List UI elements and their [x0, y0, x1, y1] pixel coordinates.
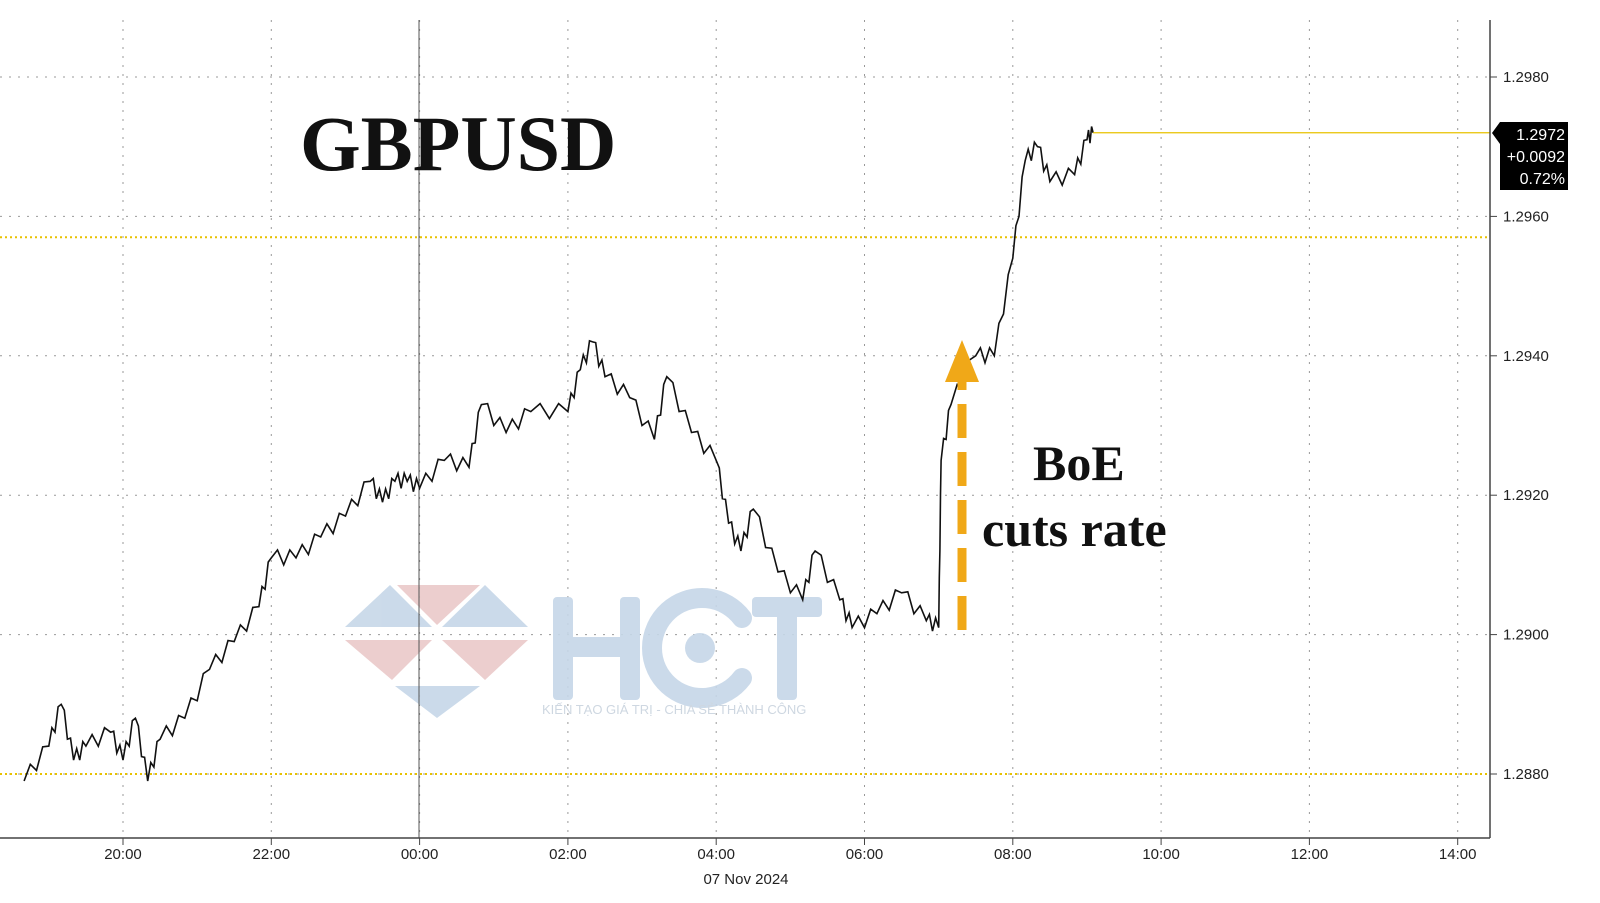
- y-tick-label: 1.2980: [1503, 69, 1549, 86]
- x-tick-label: 22:00: [253, 846, 291, 863]
- reference-lines: [0, 236, 1490, 775]
- grid: [0, 20, 1490, 838]
- last-price-value: 1.2972: [1516, 127, 1565, 144]
- price-series-line: [23, 126, 1094, 782]
- x-tick-label: 08:00: [994, 846, 1032, 863]
- x-tick-label: 02:00: [549, 846, 587, 863]
- x-tick-label: 10:00: [1142, 846, 1180, 863]
- y-tick-label: 1.2900: [1503, 627, 1549, 644]
- annotation-boe: BoE: [1033, 435, 1125, 491]
- last-price-box: 1.2972 +0.0092 0.72%: [1492, 122, 1568, 190]
- x-axis-date-label: 07 Nov 2024: [703, 871, 788, 888]
- x-tick-label: 12:00: [1291, 846, 1329, 863]
- y-axis-ticks: 1.2880 1.2900 1.2920 1.2940 1.2960 1.2980: [1490, 69, 1549, 783]
- y-tick-label: 1.2880: [1503, 766, 1549, 783]
- watermark-logo: [553, 588, 822, 708]
- x-tick-label: 14:00: [1439, 846, 1477, 863]
- watermark-tagline: KIẾN TẠO GIÁ TRỊ - CHIA SẺ THÀNH CÔNG: [542, 702, 806, 717]
- watermark: KIẾN TẠO GIÁ TRỊ - CHIA SẺ THÀNH CÔNG: [345, 585, 822, 718]
- y-tick-label: 1.2940: [1503, 348, 1549, 365]
- x-axis-ticks: 20:00 22:00 00:00 02:00 04:00 06:00 08:00 10:00…: [104, 838, 1476, 863]
- x-tick-label: 20:00: [104, 846, 142, 863]
- chart-title: GBPUSD: [300, 100, 616, 187]
- x-tick-label: 06:00: [846, 846, 884, 863]
- boe-arrow: [945, 340, 979, 630]
- annotation-cuts-rate: cuts rate: [982, 501, 1167, 557]
- last-price-change: +0.0092: [1507, 149, 1565, 166]
- last-price-percent: 0.72%: [1520, 171, 1565, 188]
- x-tick-label: 04:00: [697, 846, 735, 863]
- y-tick-label: 1.2960: [1503, 208, 1549, 225]
- y-tick-label: 1.2920: [1503, 487, 1549, 504]
- x-tick-label: 00:00: [401, 846, 439, 863]
